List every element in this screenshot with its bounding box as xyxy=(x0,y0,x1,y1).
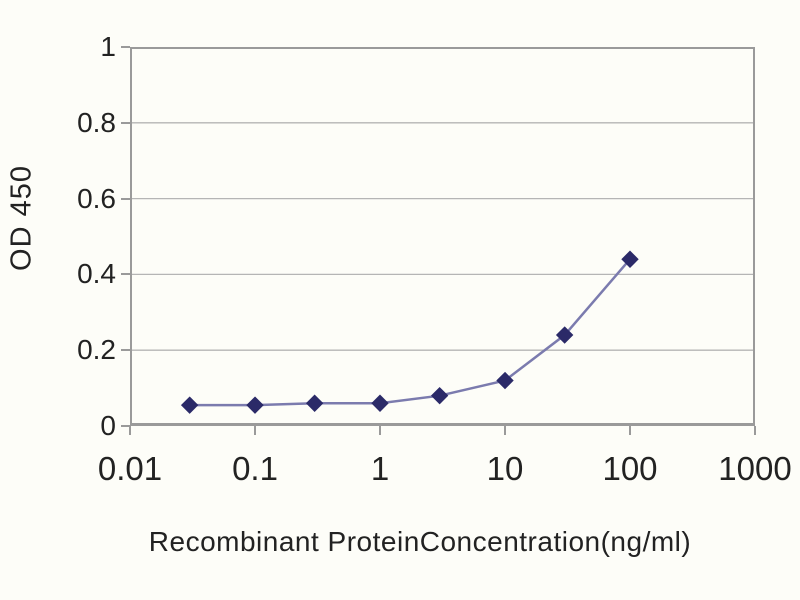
x-tick-label: 100 xyxy=(602,450,658,487)
x-tick-mark xyxy=(504,426,506,435)
y-tick-label: 1 xyxy=(100,31,116,62)
x-tick-mark xyxy=(629,426,631,435)
y-axis-title: OD 450 xyxy=(5,165,38,271)
plot-area xyxy=(130,47,755,426)
y-tick-label: 0.8 xyxy=(77,106,116,138)
x-tick-mark xyxy=(129,426,131,435)
x-tick-label: 1000 xyxy=(718,450,792,487)
data-point-marker xyxy=(621,250,639,268)
chart-canvas xyxy=(130,47,755,426)
y-tick-label: 0.6 xyxy=(77,182,116,214)
x-tick-label: 10 xyxy=(486,450,524,487)
y-tick-mark xyxy=(121,46,130,48)
series-line xyxy=(189,258,631,407)
y-tick-label: 0 xyxy=(100,410,116,441)
y-tick-mark xyxy=(121,273,130,276)
plot-border xyxy=(130,47,755,426)
data-point-marker xyxy=(555,326,574,344)
y-tick-mark xyxy=(121,425,130,427)
data-point-marker xyxy=(371,394,389,412)
x-tick-mark xyxy=(379,426,381,435)
x-tick-mark xyxy=(254,426,256,435)
y-tick-label: 0.2 xyxy=(77,334,116,366)
y-tick-mark xyxy=(121,197,130,200)
x-tick-mark xyxy=(754,426,756,435)
data-point-marker xyxy=(496,371,514,390)
x-tick-label: 0.1 xyxy=(232,450,278,487)
data-point-marker xyxy=(430,386,449,405)
x-axis-title: Recombinant ProteinConcentration(ng/ml) xyxy=(148,526,692,557)
data-point-marker xyxy=(246,396,264,414)
x-tick-label: 0.01 xyxy=(97,450,163,487)
x-tick-label: 1 xyxy=(370,450,390,487)
y-tick-label: 0.4 xyxy=(77,258,116,290)
y-tick-mark xyxy=(121,349,130,352)
data-point-marker xyxy=(180,396,199,414)
y-tick-mark xyxy=(121,121,130,124)
data-point-marker xyxy=(305,394,324,412)
